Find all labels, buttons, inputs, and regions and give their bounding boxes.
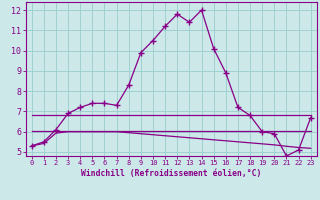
X-axis label: Windchill (Refroidissement éolien,°C): Windchill (Refroidissement éolien,°C) <box>81 169 261 178</box>
